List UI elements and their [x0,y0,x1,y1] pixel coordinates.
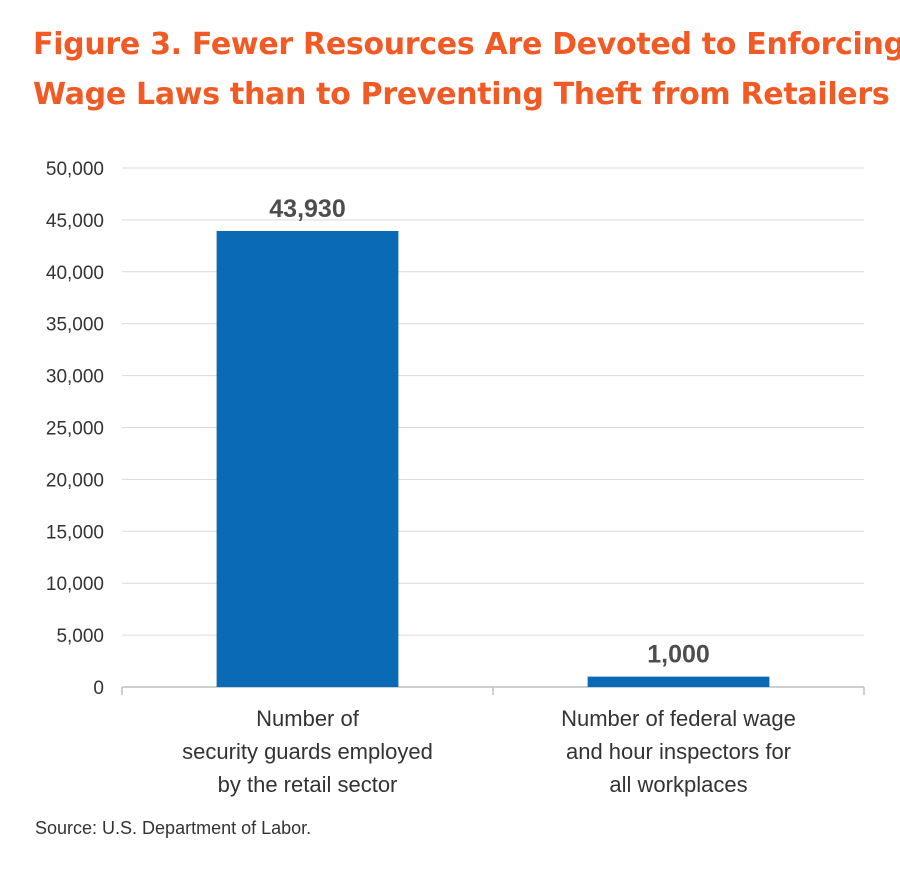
x-category-label: by the retail sector [218,772,398,797]
data-label: 1,000 [647,641,710,669]
chart-title: Figure 3. Fewer Resources Are Devoted to… [33,20,900,120]
source-note: Source: U.S. Department of Labor. [35,818,312,838]
x-category-label: all workplaces [609,772,747,797]
chart-title-line-2: Wage Laws than to Preventing Theft from … [33,77,890,112]
x-category-label: Number of federal wage [561,706,796,731]
y-tick-label: 0 [93,678,104,699]
y-tick-label: 15,000 [46,522,104,543]
data-label: 43,930 [269,195,345,223]
bar [216,231,399,688]
y-tick-label: 40,000 [46,263,104,284]
x-category-label: and hour inspectors for [566,739,791,764]
x-category-label: security guards employed [182,739,433,764]
bar [587,676,770,687]
y-tick-label: 10,000 [46,574,104,595]
y-tick-label: 45,000 [46,211,104,232]
y-tick-label: 50,000 [46,159,104,180]
x-category-label: Number of [256,706,360,731]
y-tick-label: 5,000 [56,626,104,647]
y-tick-label: 25,000 [46,419,104,440]
y-tick-label: 30,000 [46,367,104,388]
y-tick-label: 20,000 [46,470,104,491]
y-tick-label: 35,000 [46,315,104,336]
chart-title-line-1: Figure 3. Fewer Resources Are Devoted to… [33,27,900,62]
